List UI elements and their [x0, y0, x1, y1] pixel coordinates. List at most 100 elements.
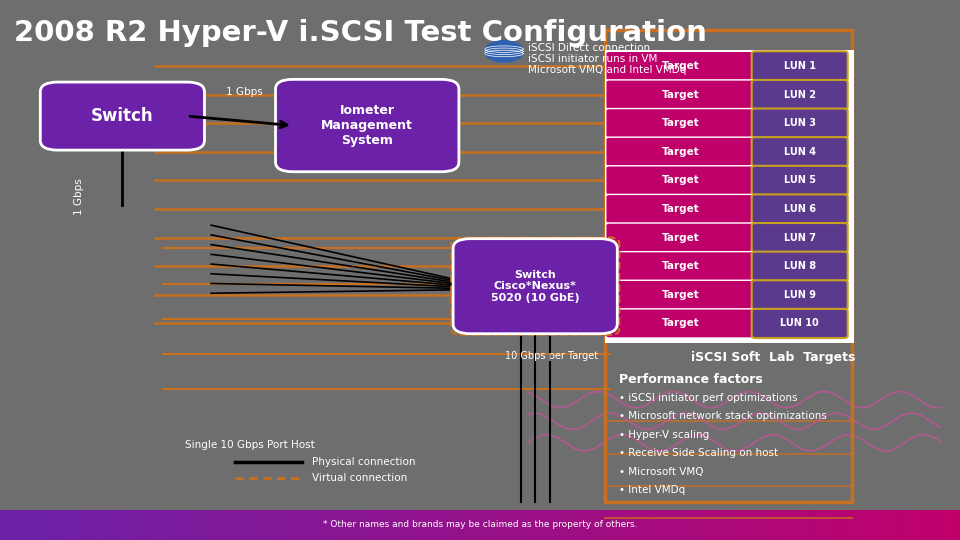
- Bar: [211, 510, 221, 540]
- Bar: [192, 510, 202, 540]
- FancyBboxPatch shape: [40, 82, 204, 150]
- Bar: [115, 510, 125, 540]
- FancyBboxPatch shape: [606, 194, 756, 224]
- Bar: [470, 510, 480, 540]
- Bar: [720, 510, 730, 540]
- Bar: [163, 510, 173, 540]
- Text: • Hyper-V scaling: • Hyper-V scaling: [619, 430, 709, 440]
- Bar: [134, 510, 144, 540]
- Text: Target: Target: [661, 290, 700, 300]
- Text: LUN 4: LUN 4: [783, 147, 816, 157]
- FancyBboxPatch shape: [606, 80, 756, 109]
- Text: LUN 6: LUN 6: [783, 204, 816, 214]
- Bar: [250, 510, 259, 540]
- Text: Virtual connection: Virtual connection: [312, 473, 407, 483]
- Bar: [634, 510, 643, 540]
- Text: • Intel VMDq: • Intel VMDq: [619, 485, 685, 495]
- Text: Microsoft VMQ and Intel VMDq: Microsoft VMQ and Intel VMDq: [528, 65, 686, 75]
- Bar: [154, 510, 163, 540]
- Text: Performance factors: Performance factors: [619, 373, 763, 386]
- FancyBboxPatch shape: [752, 80, 848, 109]
- Bar: [422, 510, 432, 540]
- Bar: [874, 510, 883, 540]
- FancyBboxPatch shape: [606, 309, 756, 338]
- FancyBboxPatch shape: [606, 223, 756, 252]
- Text: 10 Gbps per Target: 10 Gbps per Target: [505, 351, 599, 361]
- Text: iSCSI Direct connection: iSCSI Direct connection: [528, 43, 650, 53]
- Bar: [182, 510, 192, 540]
- Text: * Other names and brands may be claimed as the property of others.: * Other names and brands may be claimed …: [323, 521, 637, 529]
- Bar: [931, 510, 941, 540]
- Bar: [29, 510, 38, 540]
- Text: Target: Target: [661, 61, 700, 71]
- Text: Switch: Switch: [91, 107, 154, 125]
- Text: • Microsoft network stack optimizations: • Microsoft network stack optimizations: [619, 411, 828, 422]
- Bar: [835, 510, 845, 540]
- Bar: [614, 510, 624, 540]
- Bar: [528, 510, 538, 540]
- Bar: [912, 510, 922, 540]
- Bar: [797, 510, 806, 540]
- Bar: [538, 510, 547, 540]
- Bar: [240, 510, 250, 540]
- Bar: [701, 510, 710, 540]
- Bar: [566, 510, 576, 540]
- Bar: [10, 510, 19, 540]
- Bar: [125, 510, 134, 540]
- Text: LUN 10: LUN 10: [780, 319, 819, 328]
- FancyBboxPatch shape: [752, 280, 848, 309]
- Text: 2008 R2 Hyper-V i.SCSI Test Configuration: 2008 R2 Hyper-V i.SCSI Test Configuratio…: [14, 19, 708, 47]
- Bar: [67, 510, 77, 540]
- Text: LUN 5: LUN 5: [783, 176, 816, 185]
- Bar: [19, 510, 29, 540]
- Text: Iometer
Management
System: Iometer Management System: [322, 104, 413, 147]
- Bar: [86, 510, 96, 540]
- Bar: [787, 510, 797, 540]
- Text: Target: Target: [661, 204, 700, 214]
- Bar: [403, 510, 413, 540]
- Bar: [710, 510, 720, 540]
- Bar: [58, 510, 67, 540]
- Bar: [269, 510, 278, 540]
- Bar: [38, 510, 48, 540]
- Text: 1 Gbps: 1 Gbps: [227, 87, 263, 97]
- Text: 1 Gbps: 1 Gbps: [74, 179, 84, 215]
- Text: Physical connection: Physical connection: [312, 457, 416, 467]
- Bar: [806, 510, 816, 540]
- Bar: [691, 510, 701, 540]
- FancyBboxPatch shape: [752, 309, 848, 338]
- Bar: [461, 510, 470, 540]
- Text: Target: Target: [661, 147, 700, 157]
- Bar: [605, 510, 614, 540]
- FancyBboxPatch shape: [752, 166, 848, 195]
- Bar: [893, 510, 902, 540]
- Bar: [413, 510, 422, 540]
- Bar: [682, 510, 691, 540]
- Bar: [902, 510, 912, 540]
- Bar: [230, 510, 240, 540]
- Text: • Microsoft VMQ: • Microsoft VMQ: [619, 467, 704, 477]
- Bar: [941, 510, 950, 540]
- Text: Target: Target: [661, 90, 700, 99]
- FancyBboxPatch shape: [606, 252, 756, 281]
- FancyBboxPatch shape: [752, 51, 848, 80]
- Bar: [816, 510, 826, 540]
- Text: Switch
Cisco*Nexus*
5020 (10 GbE): Switch Cisco*Nexus* 5020 (10 GbE): [491, 269, 580, 303]
- Text: LUN 7: LUN 7: [783, 233, 816, 242]
- Bar: [518, 510, 528, 540]
- Bar: [576, 510, 586, 540]
- Bar: [202, 510, 211, 540]
- Bar: [586, 510, 595, 540]
- FancyBboxPatch shape: [752, 194, 848, 224]
- Bar: [278, 510, 288, 540]
- Bar: [317, 510, 326, 540]
- Bar: [394, 510, 403, 540]
- Text: LUN 2: LUN 2: [783, 90, 816, 99]
- Bar: [384, 510, 394, 540]
- Bar: [451, 510, 461, 540]
- Bar: [144, 510, 154, 540]
- Bar: [624, 510, 634, 540]
- Bar: [653, 510, 662, 540]
- Bar: [173, 510, 182, 540]
- Text: LUN 1: LUN 1: [783, 61, 816, 71]
